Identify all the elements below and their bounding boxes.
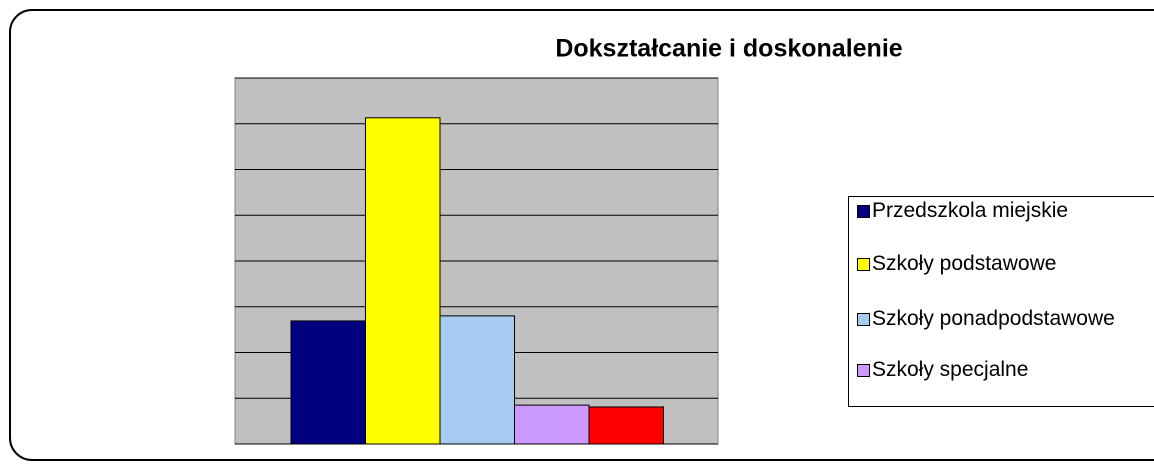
bar (439, 315, 515, 445)
legend-swatch (857, 313, 870, 326)
bar (290, 320, 366, 445)
bar (365, 117, 441, 445)
legend-label: Przedszkola miejskie (872, 199, 1069, 222)
chart-title: Dokształcanie i doskonalenie (555, 35, 902, 63)
legend-swatch (857, 258, 870, 271)
legend-swatch (857, 205, 870, 218)
legend: Przedszkola miejskie Szkoły podstawowe Szk… (848, 196, 1154, 407)
legend-label: Szkoły podstawowe (872, 252, 1057, 275)
bar (588, 406, 664, 445)
legend-entry: Szkoły ponadpodstawowe (857, 307, 1147, 331)
legend-entry: Przedszkola miejskie (857, 199, 1147, 223)
legend-label: Szkoły ponadpodstawowe (872, 307, 1115, 330)
legend-swatch (857, 364, 870, 377)
legend-label: Szkoły specjalne (872, 358, 1029, 381)
legend-entry: Szkoły specjalne (857, 358, 1147, 382)
bar (514, 404, 590, 445)
frame (9, 9, 1154, 461)
legend-entry: Szkoły podstawowe (857, 252, 1147, 276)
